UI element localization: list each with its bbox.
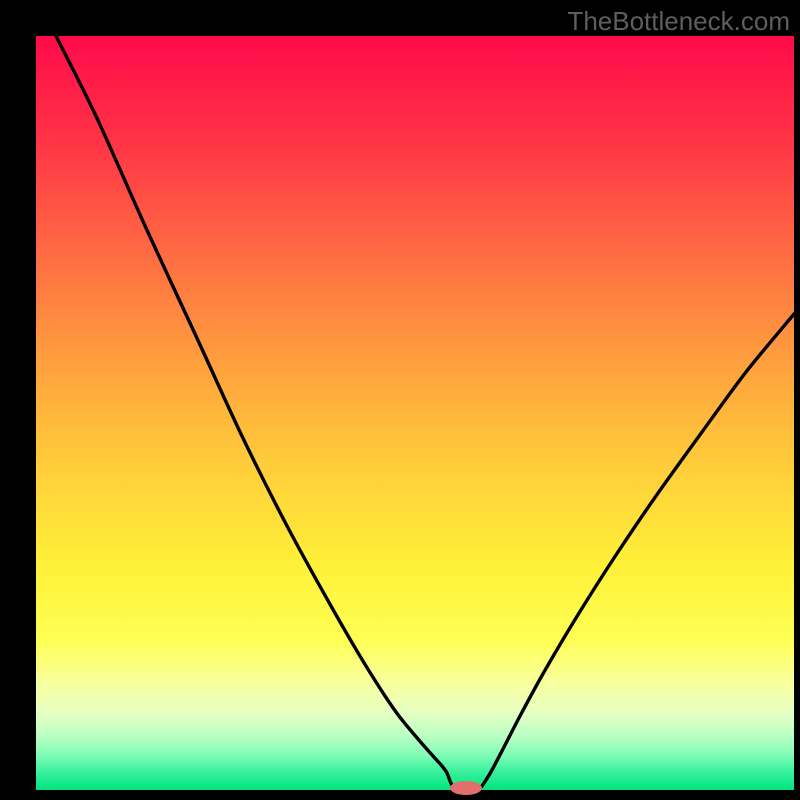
- plot-area: [36, 36, 794, 790]
- minimum-marker: [450, 781, 482, 795]
- bottleneck-curve: [56, 36, 794, 790]
- watermark-text: TheBottleneck.com: [567, 6, 790, 37]
- curve-layer: [36, 36, 794, 790]
- chart-frame: TheBottleneck.com: [0, 0, 800, 800]
